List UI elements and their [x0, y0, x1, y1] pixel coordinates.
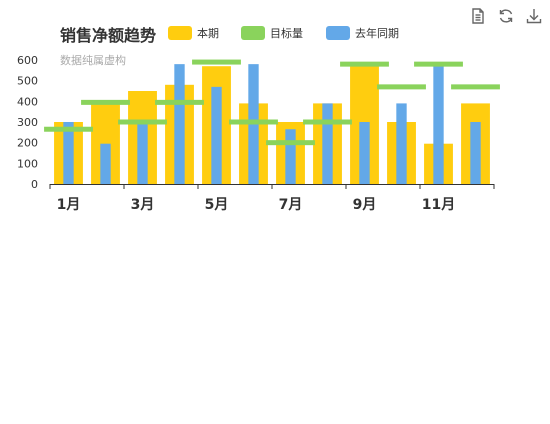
bar-last-year[interactable] [396, 103, 407, 184]
chart-subtitle: 数据纯属虚构 [60, 53, 126, 67]
target-marker[interactable] [81, 99, 130, 105]
restore-icon[interactable] [496, 6, 516, 26]
x-tick-label: 5月 [205, 197, 229, 213]
target-marker[interactable] [155, 99, 204, 105]
target-marker[interactable] [414, 61, 463, 67]
x-tick-label: 3月 [131, 197, 155, 213]
y-tick-label: 300 [17, 116, 38, 129]
target-marker[interactable] [303, 119, 352, 125]
y-tick-label: 500 [17, 75, 38, 88]
legend-label[interactable]: 本期 [197, 26, 219, 40]
bar-last-year[interactable] [137, 122, 148, 184]
x-tick-label: 1月 [57, 197, 81, 213]
legend-label[interactable]: 去年同期 [355, 26, 399, 40]
target-marker[interactable] [118, 119, 167, 125]
target-marker[interactable] [192, 59, 241, 65]
target-marker[interactable] [229, 119, 278, 125]
y-tick-label: 600 [17, 54, 38, 67]
save-image-icon[interactable] [524, 6, 544, 26]
x-tick-label: 7月 [279, 197, 303, 213]
bar-last-year[interactable] [211, 86, 222, 184]
chart-title: 销售净额趋势 [60, 26, 156, 45]
legend-label[interactable]: 目标量 [270, 26, 303, 40]
bar-last-year[interactable] [63, 122, 74, 184]
target-marker[interactable] [340, 61, 389, 67]
x-tick-label: 11月 [422, 197, 455, 213]
bar-last-year[interactable] [322, 103, 333, 184]
legend-swatch[interactable] [241, 26, 265, 40]
bar-last-year[interactable] [285, 129, 296, 184]
bar-last-year[interactable] [433, 64, 444, 184]
bar-last-year[interactable] [174, 64, 185, 184]
x-tick-label: 9月 [353, 197, 377, 213]
legend-swatch[interactable] [326, 26, 350, 40]
target-marker[interactable] [451, 84, 500, 90]
y-tick-label: 0 [31, 178, 38, 191]
target-marker[interactable] [44, 126, 93, 132]
bar-last-year[interactable] [100, 143, 111, 184]
toolbox [468, 6, 544, 26]
y-tick-label: 100 [17, 157, 38, 170]
bar-last-year[interactable] [359, 122, 370, 184]
y-tick-label: 200 [17, 137, 38, 150]
target-marker[interactable] [266, 140, 315, 146]
y-tick-label: 400 [17, 95, 38, 108]
legend-swatch[interactable] [168, 26, 192, 40]
bar-last-year[interactable] [470, 122, 481, 184]
data-view-icon[interactable] [468, 6, 488, 26]
target-marker[interactable] [377, 84, 426, 90]
